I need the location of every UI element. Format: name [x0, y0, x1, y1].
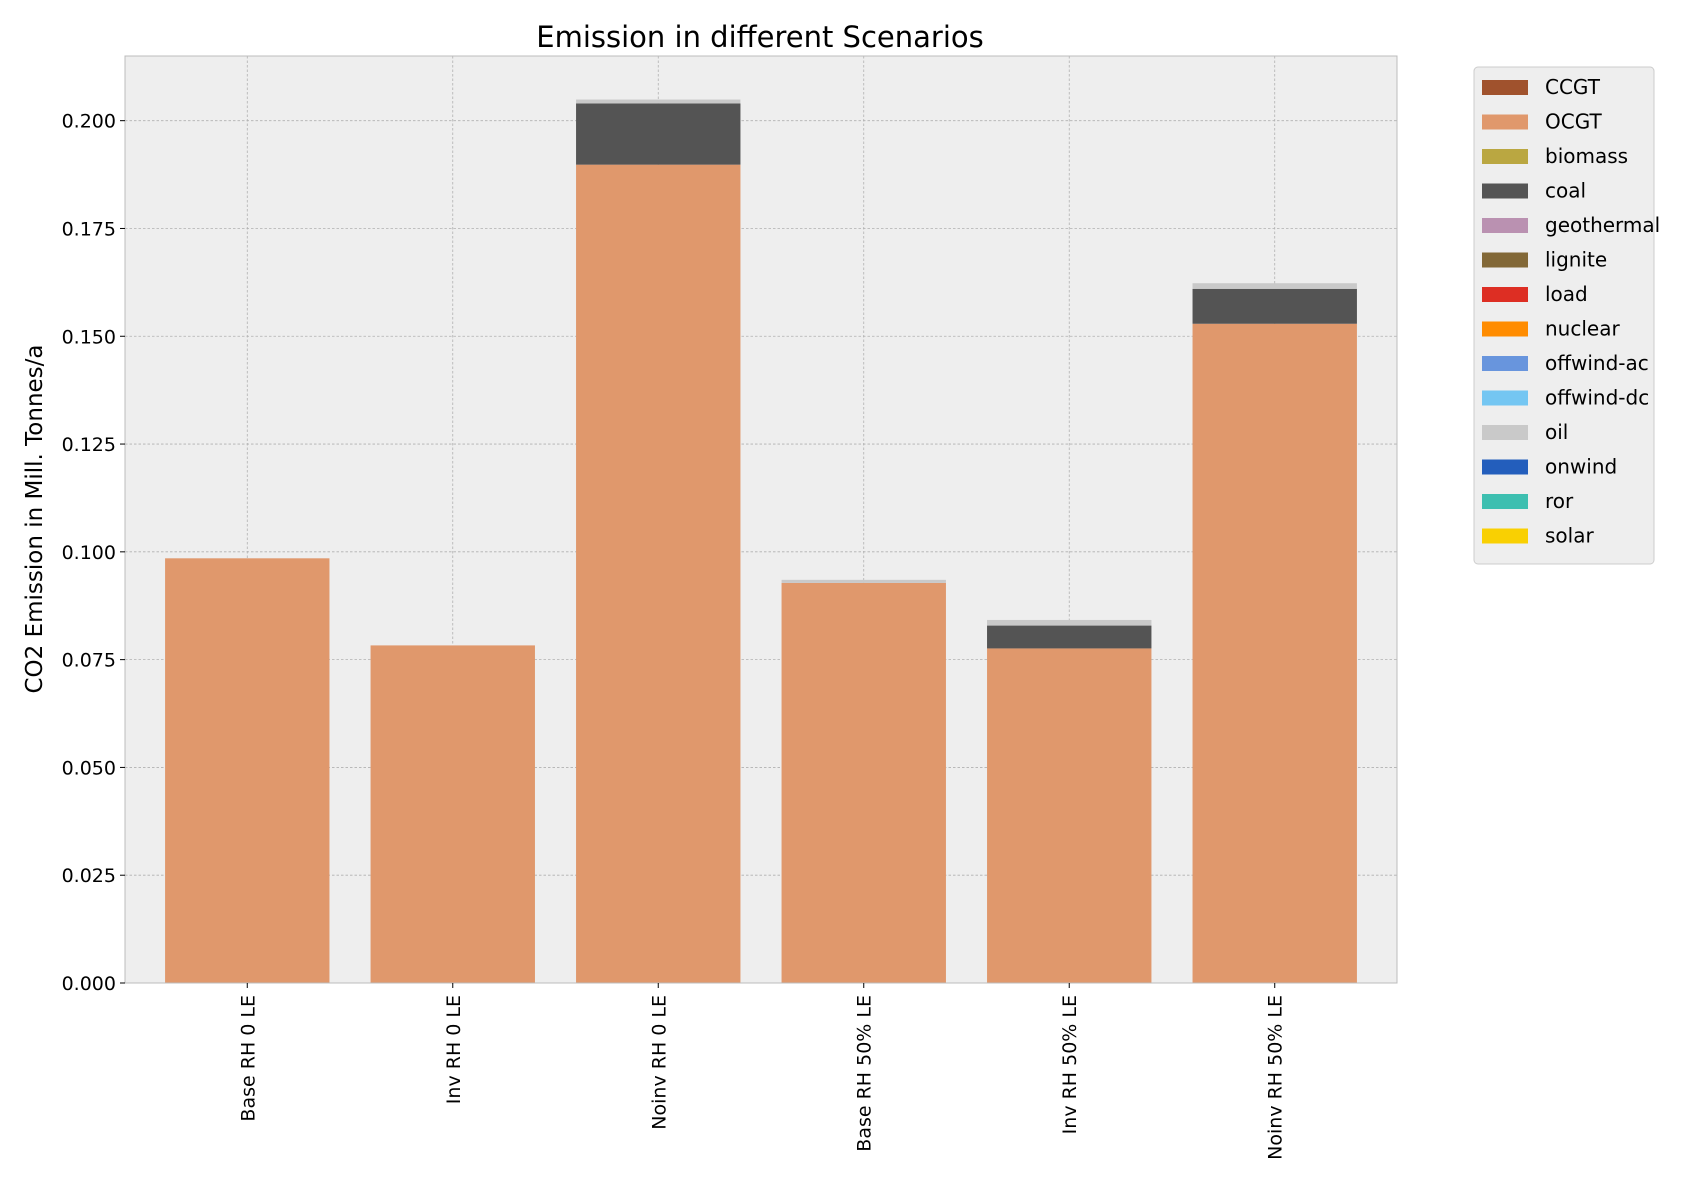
- legend-swatch: [1482, 356, 1528, 371]
- y-tick-label: 0.075: [62, 650, 116, 672]
- legend-label: nuclear: [1545, 317, 1620, 341]
- y-tick-label: 0.100: [62, 542, 116, 564]
- legend-label: OCGT: [1545, 110, 1602, 134]
- x-tick-label: Base RH 50% LE: [854, 995, 876, 1152]
- x-tick-label: Inv RH 50% LE: [1059, 995, 1081, 1134]
- bar-segment-oil: [1192, 283, 1357, 289]
- bar-segment-coal: [987, 625, 1152, 649]
- y-tick-label: 0.200: [62, 111, 116, 133]
- legend-swatch: [1482, 390, 1528, 406]
- bar-segment-ocgt: [576, 164, 741, 984]
- x-tick-label: Noinv RH 50% LE: [1265, 995, 1287, 1160]
- legend-label: biomass: [1545, 144, 1628, 168]
- x-tick-label: Noinv RH 0 LE: [648, 995, 670, 1130]
- legend-label: coal: [1545, 179, 1586, 203]
- legend-label: CCGT: [1545, 75, 1601, 99]
- legend-swatch: [1482, 321, 1528, 337]
- bars: [165, 99, 1357, 984]
- bar-segment-coal: [1192, 288, 1357, 324]
- legend-swatch: [1482, 149, 1528, 164]
- y-tick-label: 0.150: [62, 326, 116, 348]
- legend-swatch: [1482, 287, 1528, 302]
- x-tick-label: Inv RH 0 LE: [443, 995, 465, 1104]
- legend-swatch: [1482, 425, 1528, 440]
- bar-segment-ocgt: [165, 558, 330, 983]
- legend-label: offwind-ac: [1545, 351, 1649, 375]
- bar-segment-coal: [576, 103, 741, 165]
- legend-label: oil: [1545, 420, 1568, 444]
- bar-segment-ocgt: [370, 645, 535, 983]
- legend-swatch: [1482, 114, 1528, 130]
- legend-label: load: [1545, 282, 1588, 306]
- bar-segment-ocgt: [781, 582, 946, 983]
- legend-swatch: [1482, 459, 1528, 475]
- legend-label: onwind: [1545, 455, 1617, 479]
- plot-area: [125, 56, 1397, 983]
- legend-swatch: [1482, 80, 1528, 95]
- y-axis-ticks: 0.000 0.025 0.050 0.075 0.100 0.125 0.150 0.175…: [62, 111, 125, 995]
- legend-swatch: [1482, 528, 1528, 544]
- bar-segment-oil: [576, 99, 741, 104]
- legend-swatch: [1482, 183, 1528, 199]
- legend-swatch: [1482, 218, 1528, 233]
- y-tick-label: 0.025: [62, 865, 116, 887]
- legend-label: geothermal: [1545, 213, 1660, 237]
- legend-swatch: [1482, 494, 1528, 509]
- bar-segment-oil: [987, 619, 1152, 626]
- bar-segment-ocgt: [1192, 323, 1357, 984]
- y-tick-label: 0.175: [62, 218, 116, 240]
- chart-title: Emission in different Scenarios: [536, 20, 983, 54]
- y-axis-label: CO2 Emission in Mill. Tonnes/a: [22, 344, 48, 693]
- legend-label: solar: [1545, 524, 1594, 548]
- x-tick-label: Base RH 0 LE: [237, 995, 259, 1122]
- plot-frame: [124, 55, 1398, 984]
- bar-segment-oil: [781, 579, 946, 583]
- legend-label: lignite: [1545, 248, 1607, 272]
- y-tick-label: 0.050: [62, 757, 116, 779]
- y-tick-label: 0.125: [62, 434, 116, 456]
- legend-swatch: [1482, 252, 1528, 268]
- y-tick-label: 0.000: [62, 973, 116, 995]
- x-axis-ticks: Base RH 0 LE Inv RH 0 LE Noinv RH 0 LE Base…: [237, 983, 1287, 1160]
- legend: CCGT OCGT biomass coal geothermal lignite load…: [1473, 66, 1660, 565]
- legend-label: offwind-dc: [1545, 386, 1649, 410]
- legend-label: ror: [1545, 489, 1574, 513]
- bar-segment-ocgt: [987, 648, 1152, 983]
